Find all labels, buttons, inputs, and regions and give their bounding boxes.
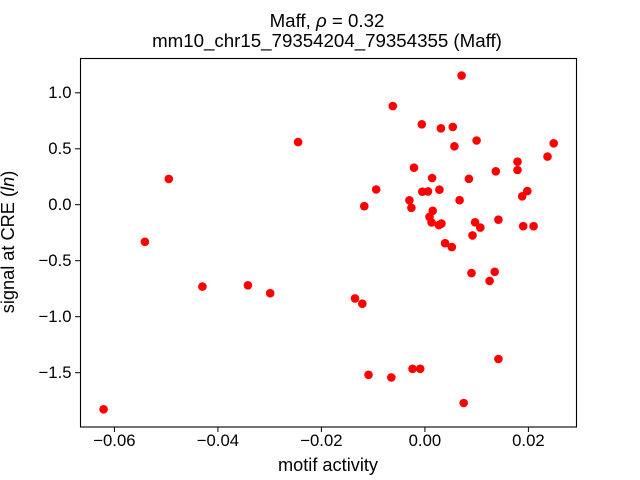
svg-text:motif activity: motif activity bbox=[278, 455, 379, 475]
svg-text:−0.5: −0.5 bbox=[39, 251, 72, 270]
svg-text:−1.5: −1.5 bbox=[39, 363, 72, 382]
svg-text:−0.06: −0.06 bbox=[93, 431, 135, 450]
svg-text:−1.0: −1.0 bbox=[39, 307, 72, 326]
svg-text:Maff, ρ = 0.32: Maff, ρ = 0.32 bbox=[270, 10, 385, 31]
svg-text:−0.04: −0.04 bbox=[197, 431, 239, 450]
svg-text:0.5: 0.5 bbox=[48, 139, 71, 158]
svg-text:1.0: 1.0 bbox=[48, 83, 71, 102]
svg-text:0.02: 0.02 bbox=[512, 431, 544, 450]
svg-text:−0.02: −0.02 bbox=[300, 431, 342, 450]
svg-text:0.0: 0.0 bbox=[48, 195, 71, 214]
svg-text:signal at CRE (ln): signal at CRE (ln) bbox=[0, 171, 18, 314]
svg-text:mm10_chr15_79354204_79354355 (: mm10_chr15_79354204_79354355 (Maff) bbox=[152, 30, 502, 52]
svg-text:0.00: 0.00 bbox=[409, 431, 441, 450]
